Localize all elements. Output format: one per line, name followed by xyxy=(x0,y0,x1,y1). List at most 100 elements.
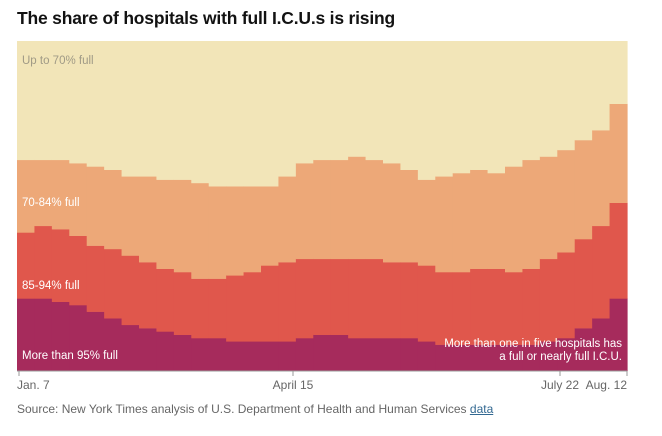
area-bar-2-31 xyxy=(539,258,558,342)
x-tick-label-2: April 15 xyxy=(273,378,314,392)
area-bar-2-1 xyxy=(17,232,36,299)
area-bar-1-32 xyxy=(557,338,576,372)
area-bar-2-19 xyxy=(330,258,349,335)
area-bar-3-19 xyxy=(330,159,349,260)
area-bar-4-14 xyxy=(243,41,262,187)
series-label-3: 70-84% full xyxy=(22,197,80,209)
area-bar-1-3 xyxy=(51,301,70,372)
area-bar-3-10 xyxy=(173,179,192,273)
area-bar-3-5 xyxy=(86,166,105,246)
area-bar-1-26 xyxy=(452,344,471,372)
area-bar-4-32 xyxy=(557,41,576,151)
area-bar-2-20 xyxy=(348,258,367,339)
area-bar-1-2 xyxy=(34,298,53,372)
area-bar-3-1 xyxy=(17,159,36,233)
area-bar-4-13 xyxy=(226,41,245,187)
area-bar-4-34 xyxy=(592,41,611,131)
area-bar-3-31 xyxy=(539,156,558,260)
source-data-link[interactable]: data xyxy=(469,402,494,416)
area-bar-4-20 xyxy=(348,41,367,157)
area-bar-1-27 xyxy=(470,344,489,372)
area-bar-3-13 xyxy=(226,186,245,276)
area-bar-2-29 xyxy=(505,272,524,345)
area-bar-3-29 xyxy=(505,166,524,273)
area-bar-3-21 xyxy=(365,159,384,260)
area-bar-1-12 xyxy=(208,338,227,372)
area-bar-4-11 xyxy=(191,41,210,184)
area-bar-2-24 xyxy=(417,265,436,342)
area-bar-2-35 xyxy=(609,202,628,299)
area-bar-4-18 xyxy=(313,41,332,161)
area-bar-3-7 xyxy=(121,176,140,256)
area-bar-2-14 xyxy=(243,272,262,342)
area-bar-4-35 xyxy=(609,41,628,104)
area-bar-1-20 xyxy=(348,338,367,372)
area-bar-1-8 xyxy=(139,328,158,372)
area-bar-2-30 xyxy=(522,268,541,345)
area-bar-3-27 xyxy=(470,169,489,269)
area-bar-3-28 xyxy=(487,173,506,269)
area-bar-1-22 xyxy=(383,338,402,372)
area-bar-3-26 xyxy=(452,173,471,273)
area-bar-3-35 xyxy=(609,103,628,203)
area-bar-3-14 xyxy=(243,186,262,273)
area-bar-2-32 xyxy=(557,252,576,339)
area-bar-1-19 xyxy=(330,334,349,372)
area-bar-2-34 xyxy=(592,225,611,319)
area-bar-1-17 xyxy=(295,338,314,372)
area-bar-1-1 xyxy=(17,298,36,372)
area-bar-4-15 xyxy=(261,41,280,187)
area-bar-2-16 xyxy=(278,262,297,342)
area-bar-3-4 xyxy=(69,163,88,236)
area-bar-1-10 xyxy=(173,334,192,372)
area-bar-4-30 xyxy=(522,41,541,161)
area-bar-4-12 xyxy=(208,41,227,187)
area-bar-1-33 xyxy=(574,328,593,372)
area-bar-2-11 xyxy=(191,278,210,339)
area-bar-4-3 xyxy=(51,41,70,161)
area-bar-2-28 xyxy=(487,268,506,345)
area-bar-1-9 xyxy=(156,331,175,372)
area-bar-1-29 xyxy=(505,344,524,372)
area-bar-3-16 xyxy=(278,176,297,263)
area-bar-2-15 xyxy=(261,265,280,342)
area-bar-3-23 xyxy=(400,169,419,263)
annotation-line-2: a full or nearly full I.C.U. xyxy=(499,351,622,363)
area-bar-4-26 xyxy=(452,41,471,174)
x-axis-ticks: Jan. 7 April 15 July 22 Aug. 12 xyxy=(17,371,628,392)
series-label-1: More than 95% full xyxy=(22,350,118,362)
area-bar-2-7 xyxy=(121,255,140,326)
area-bar-1-7 xyxy=(121,324,140,372)
area-bar-2-21 xyxy=(365,258,384,339)
area-bar-3-22 xyxy=(383,163,402,263)
series-label-4: Up to 70% full xyxy=(22,55,94,67)
area-bar-1-4 xyxy=(69,305,88,372)
area-bar-3-34 xyxy=(592,130,611,227)
area-bar-4-33 xyxy=(574,41,593,141)
area-bar-1-31 xyxy=(539,341,558,372)
area-bar-4-10 xyxy=(173,41,192,180)
area-bar-2-9 xyxy=(156,268,175,332)
x-tick-label-1: Jan. 7 xyxy=(17,378,50,392)
area-bar-2-17 xyxy=(295,258,314,339)
area-bar-3-18 xyxy=(313,159,332,260)
area-bar-3-24 xyxy=(417,179,436,266)
area-bar-4-6 xyxy=(104,41,123,170)
area-bar-2-12 xyxy=(208,278,227,339)
area-bar-1-18 xyxy=(313,334,332,372)
area-bar-1-13 xyxy=(226,341,245,372)
area-bar-4-23 xyxy=(400,41,419,170)
area-bar-3-20 xyxy=(348,156,367,260)
area-bar-3-25 xyxy=(435,176,454,273)
area-bar-4-19 xyxy=(330,41,349,161)
chart: More than 95% full 85-94% full 70-84% full… xyxy=(17,41,628,392)
area-bar-4-1 xyxy=(17,41,36,161)
area-bar-3-33 xyxy=(574,140,593,240)
area-bar-3-6 xyxy=(104,169,123,250)
area-bar-3-12 xyxy=(208,186,227,279)
area-bar-2-3 xyxy=(51,229,70,302)
area-bar-1-15 xyxy=(261,341,280,372)
area-bar-2-13 xyxy=(226,275,245,342)
chart-title: The share of hospitals with full I.C.U.s… xyxy=(17,8,395,28)
area-bar-2-4 xyxy=(69,235,88,306)
